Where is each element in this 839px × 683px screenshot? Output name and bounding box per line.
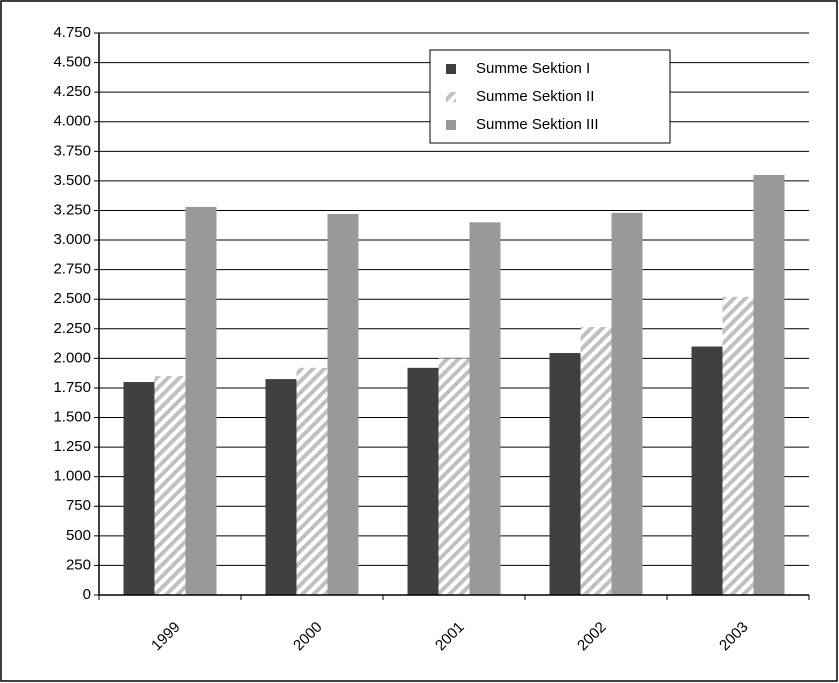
bar [296,367,328,595]
y-tick-label: 4.000 [53,113,91,130]
bar [691,346,723,595]
y-tick-label: 0 [83,586,91,603]
legend-label: Summe Sektion I [476,60,590,77]
y-tick-label: 4.750 [53,24,91,41]
y-tick-label: 3.000 [53,231,91,248]
y-tick-label: 4.500 [53,54,91,71]
y-tick-label: 2.750 [53,261,91,278]
bar [407,367,439,595]
legend: Summe Sektion I Summe Sektion II Summe Sek… [429,49,671,144]
legend-box [429,49,671,144]
bar [123,382,155,595]
y-tick-label: 1.500 [53,408,91,425]
y-tick-label: 500 [66,527,91,544]
bar [549,353,581,595]
legend-swatch [446,92,456,102]
y-tick-label: 3.500 [53,172,91,189]
bar [265,379,297,595]
legend-swatch [446,120,456,130]
bar [469,222,501,595]
legend-label: Summe Sektion II [476,88,594,105]
bar [185,206,217,596]
y-tick-label: 2.250 [53,320,91,337]
y-tick-label: 1.000 [53,468,91,485]
y-tick-label: 2.500 [53,290,91,307]
y-tick-label: 3.250 [53,201,91,218]
y-tick-label: 250 [66,556,91,573]
legend-label: Summe Sektion III [476,116,599,133]
bar [327,214,359,595]
bar [154,376,186,595]
legend-swatch [446,64,456,74]
y-tick-label: 3.750 [53,142,91,159]
y-tick-label: 1.750 [53,379,91,396]
bar [722,296,754,595]
bar [753,174,785,595]
y-tick-label: 1.250 [53,438,91,455]
y-tick-label: 4.250 [53,83,91,100]
y-tick-label: 2.000 [53,349,91,366]
bar [580,327,612,595]
bar [438,358,470,595]
bar [611,212,643,595]
y-tick-label: 750 [66,497,91,514]
